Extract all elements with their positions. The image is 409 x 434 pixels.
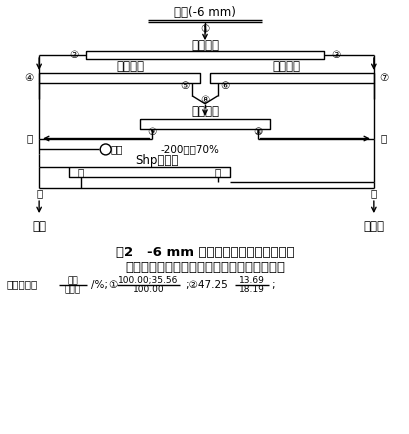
Text: 铁精矿: 铁精矿 bbox=[362, 220, 383, 233]
Text: 一次精选、中矿再选、尾矿再磨再选试验流程: 一次精选、中矿再选、尾矿再磨再选试验流程 bbox=[125, 261, 284, 274]
Text: ⑪: ⑪ bbox=[26, 134, 32, 144]
Text: ⑩: ⑩ bbox=[252, 127, 262, 137]
Text: ⑥: ⑥ bbox=[220, 81, 229, 91]
Text: ③: ③ bbox=[330, 50, 340, 60]
Text: ①: ① bbox=[108, 279, 118, 289]
Text: /%;: /%; bbox=[90, 279, 108, 289]
Text: ;②47.25: ;②47.25 bbox=[185, 279, 227, 289]
Text: 100.00: 100.00 bbox=[132, 285, 164, 294]
Text: ;: ; bbox=[271, 279, 274, 289]
Text: ⑨: ⑨ bbox=[147, 127, 157, 137]
Text: ⑭: ⑭ bbox=[380, 134, 386, 144]
Text: ②: ② bbox=[69, 50, 79, 60]
Text: 图例：产率: 图例：产率 bbox=[7, 279, 38, 289]
Text: ⑤: ⑤ bbox=[180, 81, 189, 91]
Text: ①: ① bbox=[200, 24, 209, 34]
Text: ⑬: ⑬ bbox=[214, 167, 220, 177]
Text: -200目占70%: -200目占70% bbox=[160, 145, 219, 155]
Text: 尾矿: 尾矿 bbox=[32, 220, 46, 233]
Text: 中矿再选: 中矿再选 bbox=[191, 105, 218, 118]
Text: 永磁扫选: 永磁扫选 bbox=[116, 60, 144, 73]
Text: ⑮: ⑮ bbox=[36, 188, 42, 198]
Text: 品位: 品位 bbox=[67, 276, 78, 285]
Text: 图2   -6 mm 原矿一次粗选、一次扫选、: 图2 -6 mm 原矿一次粗选、一次扫选、 bbox=[115, 246, 294, 259]
Text: 永磁精选: 永磁精选 bbox=[272, 60, 300, 73]
Text: ⑧: ⑧ bbox=[200, 95, 209, 105]
Text: 13.69: 13.69 bbox=[238, 276, 264, 285]
Text: 磨矿: 磨矿 bbox=[110, 145, 123, 155]
Text: Shp强磁选: Shp强磁选 bbox=[135, 154, 178, 167]
Text: ⑯: ⑯ bbox=[370, 188, 376, 198]
Text: 100.00;35.56: 100.00;35.56 bbox=[118, 276, 178, 285]
Text: 回收率: 回收率 bbox=[65, 285, 81, 294]
Text: ⑫: ⑫ bbox=[78, 167, 84, 177]
Text: 原矿(-6 mm): 原矿(-6 mm) bbox=[174, 6, 235, 19]
Text: 永磁粗选: 永磁粗选 bbox=[191, 39, 218, 52]
Text: ④: ④ bbox=[25, 73, 34, 83]
Text: 18.19: 18.19 bbox=[238, 285, 264, 294]
Text: ⑦: ⑦ bbox=[378, 73, 387, 83]
